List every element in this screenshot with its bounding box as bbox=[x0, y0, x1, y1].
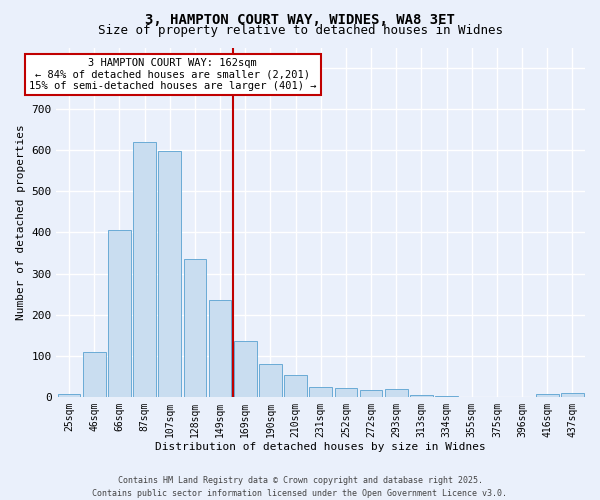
Bar bbox=[158, 152, 181, 397]
Bar bbox=[133, 142, 156, 397]
Text: Contains HM Land Registry data © Crown copyright and database right 2025.
Contai: Contains HM Land Registry data © Crown c… bbox=[92, 476, 508, 498]
Text: 3 HAMPTON COURT WAY: 162sqm
← 84% of detached houses are smaller (2,201)
15% of : 3 HAMPTON COURT WAY: 162sqm ← 84% of det… bbox=[29, 58, 316, 91]
Bar bbox=[335, 388, 357, 397]
Bar bbox=[310, 386, 332, 397]
Bar bbox=[561, 393, 584, 397]
Bar bbox=[410, 395, 433, 397]
Bar bbox=[234, 342, 257, 397]
Text: 3, HAMPTON COURT WAY, WIDNES, WA8 3ET: 3, HAMPTON COURT WAY, WIDNES, WA8 3ET bbox=[145, 12, 455, 26]
Bar bbox=[184, 259, 206, 397]
X-axis label: Distribution of detached houses by size in Widnes: Distribution of detached houses by size … bbox=[155, 442, 486, 452]
Bar bbox=[108, 230, 131, 397]
Text: Size of property relative to detached houses in Widnes: Size of property relative to detached ho… bbox=[97, 24, 503, 37]
Bar bbox=[209, 300, 232, 397]
Bar bbox=[58, 394, 80, 397]
Bar bbox=[259, 364, 282, 397]
Y-axis label: Number of detached properties: Number of detached properties bbox=[16, 124, 26, 320]
Bar bbox=[284, 375, 307, 397]
Bar bbox=[360, 390, 382, 397]
Bar bbox=[536, 394, 559, 397]
Bar bbox=[83, 352, 106, 397]
Bar bbox=[385, 390, 407, 397]
